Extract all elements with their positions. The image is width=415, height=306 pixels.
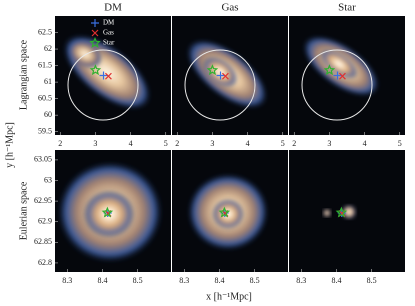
x-tick-label: 8.5 xyxy=(367,276,377,285)
radius-circle xyxy=(184,49,256,121)
density-map xyxy=(342,205,356,219)
y-tick-label: 63.05 xyxy=(34,155,52,164)
marker-plus xyxy=(99,71,108,80)
x-tick-label: 3 xyxy=(327,139,331,148)
y-tick-label: 59.5 xyxy=(38,127,52,136)
y-tick-label: 61.5 xyxy=(38,60,52,69)
panel xyxy=(172,16,288,135)
x-axis-label: x [h⁻¹Mpc] xyxy=(206,291,252,302)
marker-star xyxy=(335,206,348,218)
panel xyxy=(55,16,171,135)
panel-title: Gas xyxy=(221,2,238,14)
y-tick-label: 62.9 xyxy=(38,217,52,226)
x-tick-label: 4 xyxy=(246,139,250,148)
legend-marker xyxy=(89,36,101,48)
x-tick-label: 8.3 xyxy=(296,276,306,285)
y-tick-label: 60 xyxy=(44,110,52,119)
panel xyxy=(172,150,288,272)
legend-label: Gas xyxy=(103,29,114,37)
marker-star xyxy=(323,64,336,76)
y-tick-label: 61 xyxy=(44,77,52,86)
x-tick-label: 2 xyxy=(58,139,62,148)
x-tick-label: 2 xyxy=(175,139,179,148)
x-tick-label: 8.5 xyxy=(133,276,143,285)
density-map xyxy=(323,209,331,217)
y-tick-label: 62.95 xyxy=(34,196,52,205)
marker-star xyxy=(206,64,219,76)
row-label: Eulerian space xyxy=(18,181,29,240)
legend-entry: Star xyxy=(89,36,115,48)
x-tick-label: 8.4 xyxy=(97,276,107,285)
legend-label: Star xyxy=(103,39,115,47)
x-tick-label: 8.5 xyxy=(250,276,260,285)
legend-entry: Gas xyxy=(91,29,114,37)
legend-marker xyxy=(91,29,99,37)
density-map xyxy=(212,199,244,229)
marker-x xyxy=(105,72,112,80)
y-tick-label: 60.5 xyxy=(38,93,52,102)
x-tick-label: 3 xyxy=(210,139,214,148)
panel-title: Star xyxy=(338,2,356,14)
x-tick-label: 4 xyxy=(363,139,367,148)
radius-circle xyxy=(67,49,139,121)
density-map xyxy=(68,40,102,68)
marker-star xyxy=(218,206,231,218)
y-tick-label: 62 xyxy=(44,44,52,53)
panel xyxy=(289,150,405,272)
density-map xyxy=(320,48,358,80)
x-tick-label: 8.3 xyxy=(62,276,72,285)
x-tick-label: 2 xyxy=(292,139,296,148)
row-label: Lagrangian space xyxy=(18,39,29,110)
marker-star xyxy=(89,64,102,76)
x-tick-label: 5 xyxy=(281,139,285,148)
marker-x xyxy=(339,72,346,80)
legend-marker xyxy=(91,19,99,27)
marker-x xyxy=(222,72,229,80)
y-axis-label: y [h⁻¹Mpc] xyxy=(4,122,15,168)
panel-title: DM xyxy=(104,2,122,14)
x-tick-label: 8.3 xyxy=(179,276,189,285)
y-tick-label: 62.8 xyxy=(38,258,52,267)
x-tick-label: 5 xyxy=(164,139,168,148)
x-tick-label: 5 xyxy=(398,139,402,148)
legend-label: DM xyxy=(103,19,115,27)
panel xyxy=(55,150,171,272)
y-tick-label: 62.85 xyxy=(34,237,52,246)
legend-entry: DM xyxy=(91,19,115,27)
x-tick-label: 3 xyxy=(93,139,97,148)
x-tick-label: 4 xyxy=(129,139,133,148)
y-tick-label: 62.5 xyxy=(38,27,52,36)
panel xyxy=(289,16,405,135)
marker-plus xyxy=(216,71,225,80)
radius-circle xyxy=(301,49,373,121)
marker-plus xyxy=(333,71,342,80)
y-tick-label: 63 xyxy=(44,175,52,184)
marker-star xyxy=(101,206,114,218)
x-tick-label: 8.4 xyxy=(214,276,224,285)
x-tick-label: 8.4 xyxy=(331,276,341,285)
